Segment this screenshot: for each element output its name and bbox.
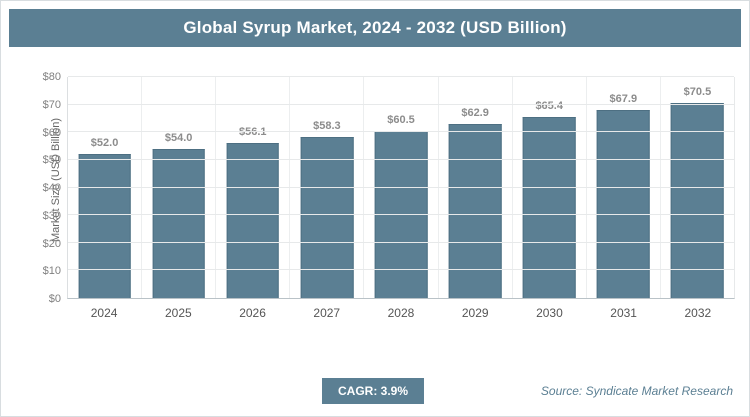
bar-value-label: $62.9	[461, 107, 489, 120]
y-axis-label-container: Market Size (USD Billion)	[11, 63, 62, 335]
gridline	[68, 214, 734, 216]
gridline	[68, 76, 734, 77]
bar-value-label: $65.4	[535, 100, 563, 113]
bar-2024	[78, 154, 131, 298]
plot-column: $52.0 $54.0 $56.1 $58.3 $60.5 $62.9 $65.4 $67.9…	[67, 63, 735, 335]
x-axis-labels: 2024 2025 2026 2027 2028 2029 2030 2031 2032	[67, 299, 735, 327]
bar-2026	[226, 143, 280, 298]
gridline	[68, 103, 734, 105]
cagr-badge: CAGR: 3.9%	[321, 378, 425, 404]
x-tick-label: 2025	[164, 306, 192, 320]
x-tick-label: 2027	[313, 306, 341, 320]
bar-value-label: $58.3	[313, 119, 341, 132]
chart-title: Global Syrup Market, 2024 - 2032 (USD Bi…	[183, 18, 567, 37]
bar-slot: $56.1	[216, 77, 291, 298]
bar-slot: $54.0	[142, 77, 217, 298]
plot-area: $52.0 $54.0 $56.1 $58.3 $60.5 $62.9 $65.4 $67.9…	[67, 76, 735, 299]
gridline	[68, 158, 734, 160]
x-tick-label: 2029	[461, 306, 489, 320]
bar-2030	[522, 117, 576, 298]
x-tick-label: 2030	[536, 306, 563, 320]
bar-value-label: $52.0	[90, 137, 119, 150]
chart-area: Market Size (USD Billion) $0 $10 $20 $30 $40…	[11, 63, 735, 335]
y-tick-label: $10	[42, 265, 61, 278]
bar-slot: $60.5	[364, 77, 439, 298]
bar-value-label: $54.0	[164, 131, 193, 144]
y-tick-label: $40	[42, 182, 61, 194]
bar-slot: $62.9	[439, 77, 513, 298]
y-tick-label: $0	[48, 293, 61, 305]
bar-2029	[448, 124, 502, 298]
bar-slot: $70.5	[661, 77, 734, 298]
bar-2027	[300, 136, 354, 298]
x-tick-label: 2024	[90, 306, 118, 320]
x-tick-label: 2032	[684, 306, 712, 320]
y-tick-label: $80	[42, 71, 61, 83]
bar-slot: $52.0	[68, 77, 143, 298]
bar-slot: $67.9	[587, 77, 661, 298]
x-tick-label: 2028	[387, 306, 415, 320]
gridline	[68, 131, 734, 133]
y-tick-label: $70	[42, 98, 61, 111]
x-tick-label: 2031	[610, 306, 637, 320]
y-tick-label: $60	[42, 126, 61, 139]
bar-slot: $65.4	[513, 77, 587, 298]
bar-2025	[152, 148, 205, 298]
y-axis-ticks: $0 $10 $20 $30 $40 $50 $60 $70 $80	[33, 71, 67, 305]
gridline	[68, 241, 734, 243]
bar-value-label: $60.5	[387, 113, 415, 126]
chart-footer: CAGR: 3.9% Source: Syndicate Market Rese…	[11, 378, 735, 404]
bar-2031	[597, 110, 650, 298]
bar-2032	[671, 103, 724, 298]
y-tick-label: $30	[42, 209, 61, 222]
gridline	[68, 186, 734, 188]
source-text: Source: Syndicate Market Research	[540, 384, 733, 398]
bar-slots: $52.0 $54.0 $56.1 $58.3 $60.5 $62.9 $65.4 $67.9…	[68, 77, 734, 298]
bar-value-label: $67.9	[609, 93, 638, 106]
chart-title-bar: Global Syrup Market, 2024 - 2032 (USD Bi…	[9, 9, 741, 47]
gridline	[68, 269, 734, 271]
x-tick-label: 2026	[239, 306, 266, 320]
y-tick-label: $50	[42, 154, 61, 167]
bar-value-label: $70.5	[683, 86, 712, 99]
bar-slot: $58.3	[290, 77, 365, 298]
y-tick-label: $20	[42, 237, 61, 250]
